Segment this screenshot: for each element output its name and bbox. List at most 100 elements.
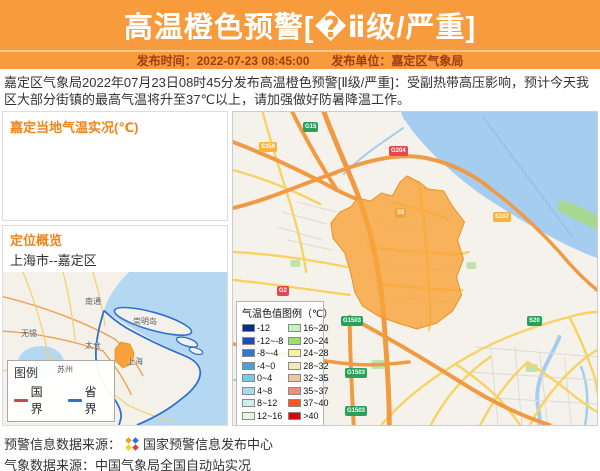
- location-subtitle: 上海市--嘉定区: [10, 253, 97, 268]
- road-badge: G1503: [341, 316, 364, 326]
- temp-legend-item: -4~0: [242, 360, 283, 373]
- mini-map[interactable]: 图例 国界 省界: [3, 272, 227, 425]
- temp-swatch: [242, 324, 255, 333]
- legend-line: [68, 398, 82, 402]
- publish-unit-value: 嘉定区气象局: [391, 54, 464, 68]
- publish-time-value: 2022-07-23 08:45:00: [196, 54, 310, 68]
- temp-swatch: [242, 361, 255, 370]
- temp-range-label: 32~35: [303, 373, 329, 384]
- publish-unit: 发布单位：嘉定区气象局: [331, 52, 463, 69]
- road-badge: S5: [395, 208, 407, 218]
- temp-legend-item: 8~12: [242, 397, 283, 410]
- temp-swatch: [288, 361, 302, 370]
- map-legend-items: 国界 省界: [14, 383, 108, 417]
- temp-swatch: [288, 374, 302, 383]
- main-content: 嘉定当地气温实况(℃) 定位概览 上海市--嘉定区: [0, 111, 600, 426]
- temp-legend-item: 32~35: [288, 372, 329, 385]
- publish-unit-label: 发布单位：: [331, 54, 392, 68]
- city-label: 太仓: [85, 341, 101, 350]
- temp-swatch: [242, 411, 255, 420]
- main-map[interactable]: 气温色值图例（℃） -12 -12~-8 -8~-4: [232, 111, 598, 426]
- mini-roads: [3, 272, 174, 423]
- legend-label: 国界: [30, 385, 43, 416]
- map-legend: 图例 国界 省界: [7, 360, 115, 422]
- city-label: 苏州: [57, 365, 73, 374]
- temp-range-label: 28~32: [303, 360, 329, 371]
- temp-swatch: [288, 411, 302, 420]
- temp-legend-item: 28~32: [288, 360, 329, 373]
- temp-swatch: [242, 399, 255, 408]
- temp-range-label: -12: [257, 323, 271, 334]
- publish-time-label: 发布时间：: [136, 54, 197, 68]
- legend-line: [14, 398, 28, 402]
- temp-range-label: -12~-8: [257, 335, 284, 346]
- temp-swatch: [288, 399, 302, 408]
- road-badge: S107: [493, 212, 512, 222]
- road-badge: G15: [303, 122, 319, 132]
- temp-swatch: [242, 386, 255, 395]
- temp-swatch: [288, 324, 302, 333]
- road-badge: G1503: [345, 406, 368, 416]
- temp-range-label: 37~40: [303, 398, 329, 409]
- temp-legend-item: 20~24: [288, 335, 329, 348]
- temp-range-label: 24~28: [303, 348, 329, 359]
- jiading-district-mini: [114, 341, 135, 369]
- temp-swatch: [288, 386, 302, 395]
- footer-line1: 预警信息数据来源： 国家预警信息发布中心: [4, 433, 596, 454]
- road-badge: G1503: [345, 368, 368, 378]
- temp-legend-item: 24~28: [288, 347, 329, 360]
- temp-range-label: 16~20: [303, 323, 329, 334]
- road-badge: G2: [277, 286, 290, 296]
- temp-legend-item: 12~16: [242, 410, 283, 423]
- temp-legend-item: 16~20: [288, 322, 329, 335]
- temp-legend-item: 4~8: [242, 385, 283, 398]
- road-badge: G204: [389, 146, 408, 156]
- chongming-island: [113, 306, 193, 336]
- warning-title: 高温橙色预警[�ⅱ级/严重]: [123, 12, 477, 44]
- city-label: 上海: [127, 357, 143, 366]
- temp-swatch: [242, 349, 255, 358]
- city-label: 南通: [85, 297, 101, 306]
- local-temp-panel: 嘉定当地气温实况(℃): [2, 111, 228, 221]
- legend-item: 国界: [14, 383, 54, 417]
- temp-legend-grid: -12 -12~-8 -8~-4 -4~0: [242, 322, 329, 423]
- temp-range-label: 0~4: [257, 373, 273, 384]
- temp-range-label: 35~37: [303, 385, 329, 396]
- local-temp-title: 嘉定当地气温实况(℃): [10, 120, 139, 135]
- temp-legend-item: >40: [288, 410, 328, 423]
- map-water: [401, 112, 597, 258]
- temp-range-label: 12~16: [257, 410, 283, 421]
- temp-swatch: [242, 336, 255, 345]
- temp-legend-title: 气温色值图例（℃）: [242, 309, 334, 320]
- temp-swatch: [288, 336, 302, 345]
- city-label: 无锡: [21, 329, 37, 338]
- legend-item: 省界: [68, 383, 108, 417]
- publish-time: 发布时间：2022-07-23 08:45:00: [137, 52, 310, 69]
- temp-legend-item: -8~-4: [242, 347, 283, 360]
- legend-label: 省界: [84, 385, 97, 416]
- warning-center-logo-icon: [125, 436, 139, 451]
- warning-summary: 嘉定区气象局2022年07月23日08时45分发布高温橙色预警[Ⅱ级/严重]：受…: [4, 75, 589, 107]
- location-panel: 定位概览 上海市--嘉定区: [2, 225, 228, 426]
- footer-line1-source: 国家预警信息发布中心: [143, 437, 274, 452]
- temp-range-label: 8~12: [257, 398, 278, 409]
- temp-swatch: [288, 349, 302, 358]
- temp-range-label: -8~-4: [257, 348, 279, 359]
- road-badge: S358: [259, 142, 278, 152]
- temp-legend-item: 0~4: [242, 372, 283, 385]
- map-legend-title: 图例: [14, 366, 39, 380]
- temp-range-label: >40: [303, 410, 319, 421]
- left-column: 嘉定当地气温实况(℃) 定位概览 上海市--嘉定区: [2, 111, 228, 426]
- footer-line1-label: 预警信息数据来源：: [4, 437, 122, 452]
- warning-header: 高温橙色预警[�ⅱ级/严重]: [0, 0, 600, 50]
- temp-range-label: -4~0: [257, 360, 276, 371]
- publish-bar: 发布时间：2022-07-23 08:45:00 发布单位：嘉定区气象局: [0, 50, 600, 69]
- road-badge: S20: [527, 316, 542, 326]
- temp-legend-item: -12~-8: [242, 335, 283, 348]
- city-label: 崇明岛: [133, 317, 157, 326]
- footer: 预警信息数据来源： 国家预警信息发布中心 气象数据来源：中国气象局全国自动站实况: [0, 426, 600, 471]
- location-title: 定位概览: [10, 233, 63, 248]
- temp-legend-item: 35~37: [288, 385, 329, 398]
- footer-line2: 气象数据来源：中国气象局全国自动站实况: [4, 458, 252, 471]
- river-island: [557, 200, 597, 230]
